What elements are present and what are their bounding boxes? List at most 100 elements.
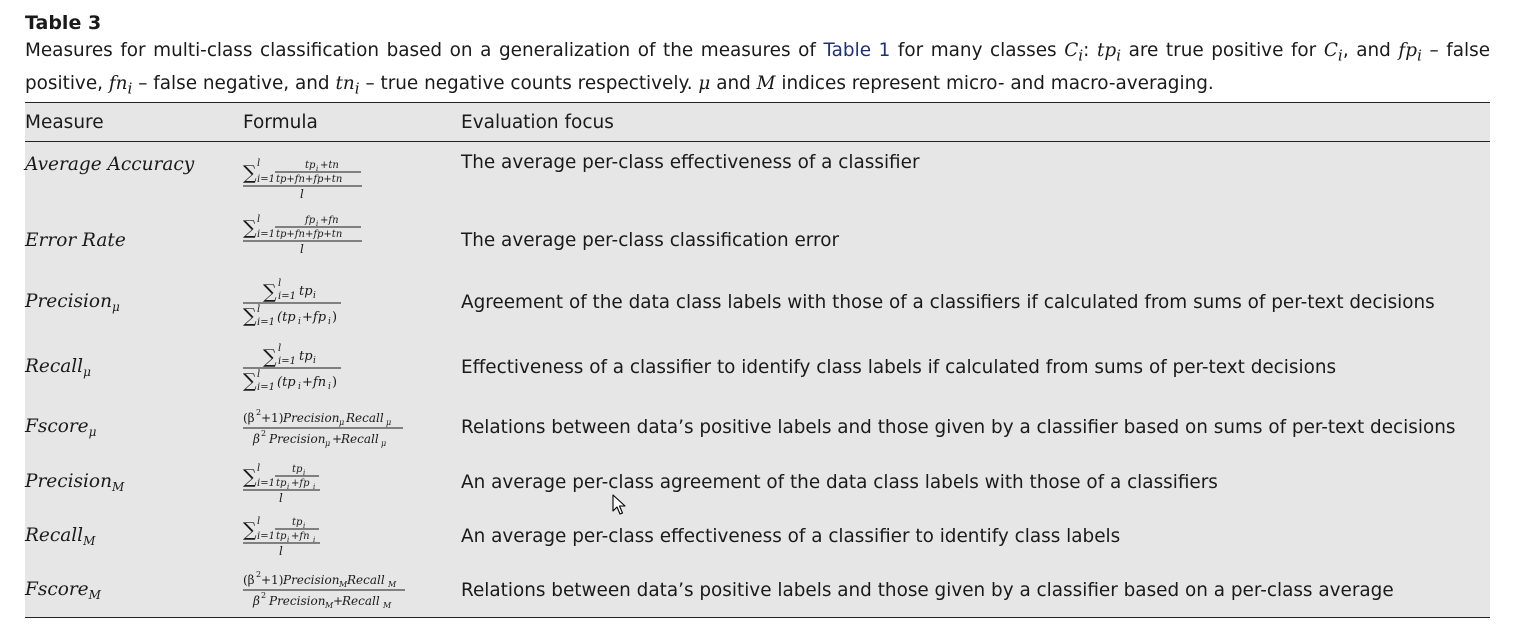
caption-text: , and <box>1342 40 1399 61</box>
table-row: Fscoreμ (β 2 +1) Precision μ Recall μ β … <box>25 399 1490 456</box>
evaluation-focus: An average per-class effectiveness of a … <box>461 525 1121 547</box>
inner-numerator: +fn <box>320 215 339 226</box>
sum-lower: i=1 <box>278 356 296 367</box>
sum-symbol: ∑ <box>243 162 257 184</box>
numerator: +1) <box>261 573 283 587</box>
evaluation-focus: Agreement of the data class labels with … <box>461 291 1435 313</box>
sub-i: i <box>313 483 315 491</box>
superscript: 2 <box>261 429 266 438</box>
measure-name: Average Accuracy <box>25 154 195 175</box>
subscript: M <box>338 580 348 589</box>
measure-name: Fscoreμ <box>25 416 96 439</box>
caption-math: tn <box>335 72 355 94</box>
sub-i: i <box>303 522 305 530</box>
sum-symbol: ∑ <box>263 281 277 303</box>
sum-lower: i=1 <box>257 478 275 489</box>
denominator: ) <box>332 310 337 325</box>
table-row: RecallM ∑ l i=1 tp i tp i +fn i l An ave <box>25 509 1490 563</box>
table-row: Average Accuracy ∑ l i=1 tp i +tn tp+fn+… <box>25 142 1490 212</box>
measures-table: Measure Formula Evaluation focus Average… <box>25 102 1490 618</box>
sub-i: i <box>313 536 315 544</box>
numerator: tp <box>299 284 313 299</box>
measure-subscript: μ <box>88 425 97 439</box>
caption-text: for many classes <box>890 40 1065 61</box>
sum-lower: i=1 <box>257 382 275 393</box>
sum-symbol: ∑ <box>243 305 257 327</box>
inner-denominator: tp <box>276 478 287 489</box>
sub-i: i <box>287 483 289 491</box>
sub-i: i <box>328 382 331 392</box>
sub-i: i <box>313 356 316 366</box>
denominator: Recall <box>340 432 379 446</box>
subscript: μ <box>325 439 330 448</box>
sub-i: i <box>298 317 301 327</box>
caption-math: i <box>1417 46 1422 65</box>
measure-label: Recall <box>25 524 84 546</box>
inner-denominator: tp+fn+fp+tn <box>276 229 342 240</box>
measure-label: Precision <box>25 290 112 312</box>
denominator: (tp <box>277 310 296 325</box>
table-row: FscoreM (β 2 +1) Precision M Recall M β … <box>25 563 1490 617</box>
formula-fscore-macro: (β 2 +1) Precision M Recall M β 2 Precis… <box>243 563 453 617</box>
sum-upper: l <box>278 343 281 354</box>
caption-math: i <box>1078 46 1084 65</box>
denominator: + <box>332 432 342 446</box>
denominator: β <box>252 594 260 608</box>
sub-i: i <box>303 469 305 477</box>
sum-symbol: ∑ <box>243 466 257 488</box>
formula-fscore-micro: (β 2 +1) Precision μ Recall μ β 2 Precis… <box>243 399 453 456</box>
sum-symbol: ∑ <box>243 519 257 541</box>
header-measure: Measure <box>25 111 104 133</box>
measure-name: FscoreM <box>25 579 101 602</box>
document-page: Table 3 Measures for multi-class classif… <box>25 10 1490 618</box>
superscript: 2 <box>256 408 261 417</box>
sub-i: i <box>298 382 301 392</box>
caption-text: are true positive for <box>1121 40 1324 61</box>
sum-upper: l <box>257 463 260 474</box>
denominator: + <box>333 594 343 608</box>
sub-i: i <box>316 220 318 228</box>
caption-math: μ <box>698 72 711 94</box>
numerator: Recall <box>346 573 385 587</box>
subscript: M <box>387 580 397 589</box>
sub-i: i <box>287 536 289 544</box>
table-caption: Measures for multi-class classification … <box>25 37 1490 102</box>
subscript: μ <box>386 418 391 427</box>
superscript: 2 <box>261 591 266 600</box>
subscript: M <box>324 601 334 610</box>
outer-denominator: l <box>279 544 283 558</box>
table-1-link[interactable]: Table 1 <box>823 40 891 61</box>
formula-recall-macro: ∑ l i=1 tp i tp i +fn i l <box>243 509 453 563</box>
sum-lower: i=1 <box>257 229 275 240</box>
header-evaluation-focus: Evaluation focus <box>461 111 614 133</box>
numerator: (β <box>243 411 255 425</box>
denominator: β <box>252 432 260 446</box>
numerator: (β <box>243 573 255 587</box>
inner-numerator: fp <box>304 215 316 226</box>
sum-lower: i=1 <box>257 317 275 328</box>
formula-recall-micro: ∑ l i=1 tp i ∑ l i=1 (tp i +fn i ) <box>243 335 453 399</box>
caption-text: and <box>710 72 757 94</box>
sum-lower: i=1 <box>257 174 275 185</box>
table-row: PrecisionM ∑ l i=1 tp i tp i +fp i l An <box>25 456 1490 509</box>
measure-name: Recallμ <box>25 356 91 379</box>
caption-math: i <box>1337 46 1343 65</box>
sum-upper: l <box>257 516 260 527</box>
denominator: ) <box>332 375 337 390</box>
evaluation-focus: Relations between data’s positive labels… <box>461 417 1456 438</box>
measure-subscript: μ <box>111 299 120 314</box>
evaluation-focus: The average per-class classification err… <box>461 230 840 251</box>
measure-label: Fscore <box>25 578 89 600</box>
table-header-row: Measure Formula Evaluation focus <box>25 103 1490 142</box>
sub-i: i <box>328 317 331 327</box>
formula-precision-macro: ∑ l i=1 tp i tp i +fp i l <box>243 456 453 509</box>
superscript: 2 <box>256 570 261 579</box>
caption-text: – false positive, <box>25 40 1491 94</box>
caption-text: Measures for multi-class classification … <box>25 40 824 61</box>
measure-name: PrecisionM <box>25 471 124 494</box>
inner-numerator: +tn <box>320 160 339 171</box>
caption-math: M <box>756 72 776 94</box>
outer-denominator: l <box>300 187 304 201</box>
table-row: Precisionμ ∑ l i=1 tp i ∑ l i=1 (tp i +f… <box>25 269 1490 335</box>
caption-math: i <box>127 79 133 98</box>
